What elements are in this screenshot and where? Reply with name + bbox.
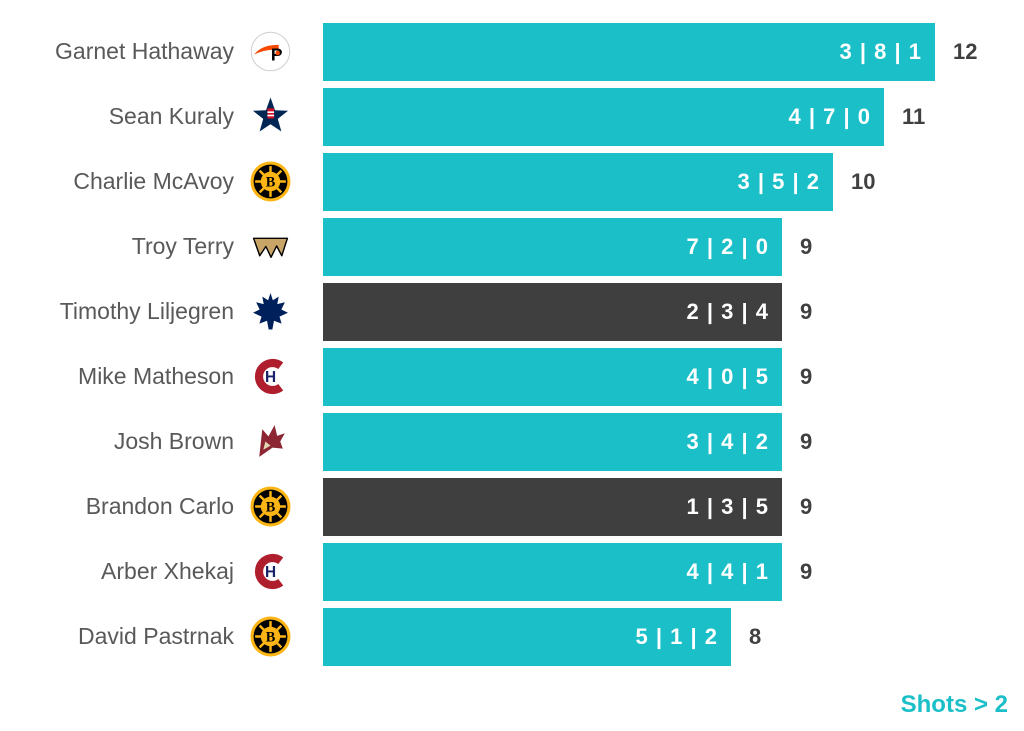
player-name-label: Garnet Hathaway xyxy=(55,38,234,64)
player-row: Mike Matheson 4 | 0 | 5 9 xyxy=(0,344,977,409)
bar-area: 3 | 8 | 1 12 xyxy=(323,22,978,81)
bar-segment-values: 4 | 0 | 5 xyxy=(686,363,769,389)
team-logo-bluejackets xyxy=(242,96,298,137)
shot-bar[interactable]: 2 | 3 | 4 xyxy=(323,282,782,341)
total-label: 11 xyxy=(902,103,926,129)
bar-segment-values: 2 | 3 | 4 xyxy=(686,298,769,324)
bar-segment-values: 3 | 4 | 2 xyxy=(686,428,769,454)
total-label: 8 xyxy=(749,623,762,649)
player-row: Troy Terry 7 | 2 | 0 9 xyxy=(0,214,977,279)
bar-area: 2 | 3 | 4 9 xyxy=(323,282,813,341)
bar-segment-values: 3 | 8 | 1 xyxy=(839,38,922,64)
team-logo-bruins xyxy=(242,161,298,202)
shot-bar[interactable]: 4 | 7 | 0 xyxy=(323,87,884,146)
bar-area: 5 | 1 | 2 8 xyxy=(323,607,762,666)
player-name-label: Mike Matheson xyxy=(78,363,234,389)
player-row: Josh Brown 3 | 4 | 2 9 xyxy=(0,409,977,474)
shots-filter-label: Shots > 2 xyxy=(900,691,1008,718)
total-label: 9 xyxy=(800,233,813,259)
total-label: 9 xyxy=(800,298,813,324)
bar-segment-values: 4 | 7 | 0 xyxy=(788,103,871,129)
shot-bar[interactable]: 3 | 8 | 1 xyxy=(323,22,935,81)
total-label: 9 xyxy=(800,493,813,519)
total-label: 12 xyxy=(953,38,978,64)
shot-bar[interactable]: 4 | 4 | 1 xyxy=(323,542,782,601)
bar-segment-values: 4 | 4 | 1 xyxy=(686,558,769,584)
bar-segment-values: 3 | 5 | 2 xyxy=(737,168,820,194)
team-logo-mapleleafs xyxy=(242,291,298,332)
team-logo-ducks xyxy=(242,226,298,267)
player-name-label: Brandon Carlo xyxy=(85,493,234,519)
bar-area: 7 | 2 | 0 9 xyxy=(323,217,813,276)
player-name-label: David Pastrnak xyxy=(78,623,234,649)
total-label: 9 xyxy=(800,363,813,389)
shot-bar[interactable]: 3 | 5 | 2 xyxy=(323,152,833,211)
player-row: Charlie McAvoy 3 | 5 | 2 10 xyxy=(0,149,977,214)
bar-segment-values: 1 | 3 | 5 xyxy=(686,493,769,519)
player-row: David Pastrnak 5 | 1 | 2 8 xyxy=(0,604,977,669)
bar-chart: Garnet Hathaway 3 | 8 | 1 12 Sean Kuraly… xyxy=(0,19,977,669)
bar-area: 1 | 3 | 5 9 xyxy=(323,477,813,536)
bar-segment-values: 7 | 2 | 0 xyxy=(686,233,769,259)
player-row: Arber Xhekaj 4 | 4 | 1 9 xyxy=(0,539,977,604)
team-logo-flyers xyxy=(242,31,298,72)
team-logo-coyotes xyxy=(242,421,298,462)
player-name-label: Charlie McAvoy xyxy=(73,168,234,194)
shot-bar[interactable]: 7 | 2 | 0 xyxy=(323,217,782,276)
team-logo-canadiens xyxy=(242,356,298,397)
bar-area: 4 | 0 | 5 9 xyxy=(323,347,813,406)
bar-area: 4 | 7 | 0 11 xyxy=(323,87,926,146)
total-label: 10 xyxy=(851,168,876,194)
total-label: 9 xyxy=(800,428,813,454)
bar-area: 4 | 4 | 1 9 xyxy=(323,542,813,601)
player-row: Sean Kuraly 4 | 7 | 0 11 xyxy=(0,84,977,149)
shot-bar[interactable]: 1 | 3 | 5 xyxy=(323,477,782,536)
bar-area: 3 | 4 | 2 9 xyxy=(323,412,813,471)
player-name-label: Arber Xhekaj xyxy=(101,558,234,584)
player-row: Garnet Hathaway 3 | 8 | 1 12 xyxy=(0,19,977,84)
player-row: Brandon Carlo 1 | 3 | 5 9 xyxy=(0,474,977,539)
team-logo-bruins xyxy=(242,486,298,527)
player-name-label: Troy Terry xyxy=(131,233,234,259)
player-name-label: Josh Brown xyxy=(113,428,234,454)
bar-segment-values: 5 | 1 | 2 xyxy=(635,623,718,649)
shot-bar[interactable]: 5 | 1 | 2 xyxy=(323,607,731,666)
shot-bar[interactable]: 4 | 0 | 5 xyxy=(323,347,782,406)
team-logo-canadiens xyxy=(242,551,298,592)
bar-area: 3 | 5 | 2 10 xyxy=(323,152,876,211)
total-label: 9 xyxy=(800,558,813,584)
shot-bar[interactable]: 3 | 4 | 2 xyxy=(323,412,782,471)
player-name-label: Sean Kuraly xyxy=(108,103,234,129)
player-row: Timothy Liljegren 2 | 3 | 4 9 xyxy=(0,279,977,344)
team-logo-bruins xyxy=(242,616,298,657)
player-name-label: Timothy Liljegren xyxy=(59,298,234,324)
